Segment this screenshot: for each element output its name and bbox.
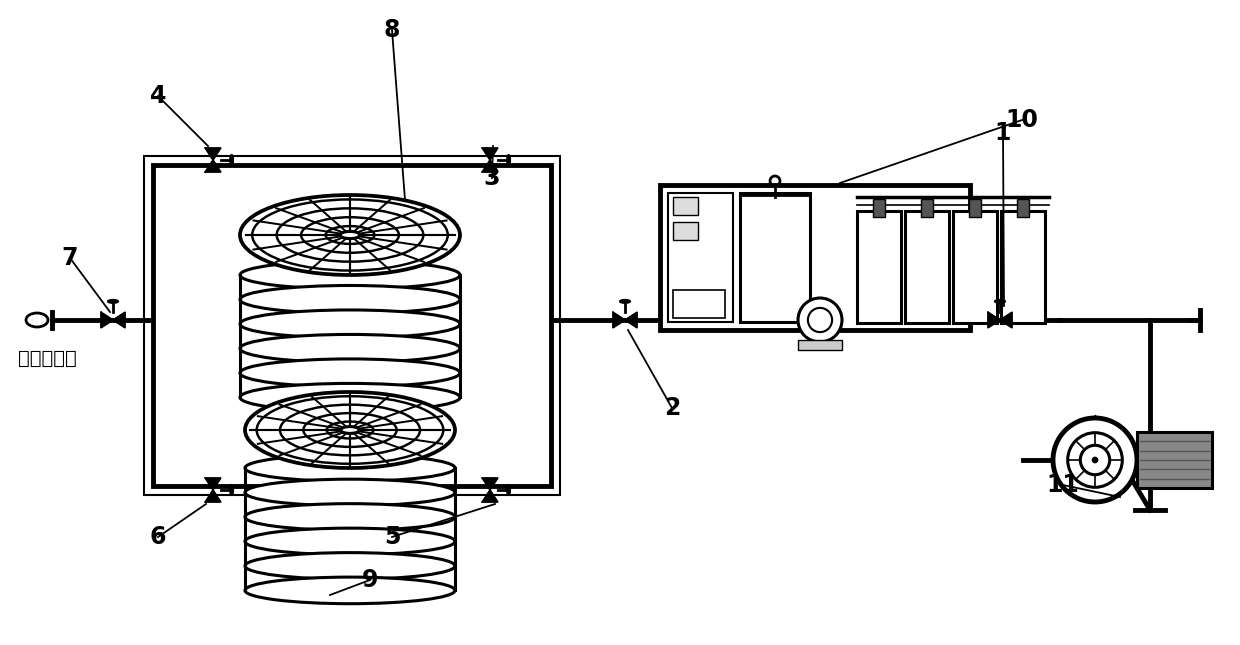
Ellipse shape: [246, 455, 455, 481]
Text: 8: 8: [383, 18, 401, 42]
Bar: [1017, 199, 1029, 217]
Text: 9: 9: [362, 568, 378, 592]
Polygon shape: [482, 148, 497, 160]
Ellipse shape: [340, 232, 360, 239]
Ellipse shape: [241, 261, 460, 289]
Text: 7: 7: [62, 246, 78, 270]
Bar: [799, 340, 842, 350]
Polygon shape: [205, 478, 221, 490]
Bar: [873, 199, 885, 217]
Text: 3: 3: [484, 166, 500, 190]
Bar: [1137, 432, 1211, 488]
Bar: [921, 199, 932, 217]
Polygon shape: [482, 490, 497, 502]
Polygon shape: [205, 160, 221, 172]
Polygon shape: [613, 312, 625, 328]
Text: 5: 5: [383, 525, 401, 549]
Polygon shape: [625, 312, 637, 328]
Ellipse shape: [241, 383, 460, 412]
Ellipse shape: [246, 504, 455, 530]
Ellipse shape: [246, 553, 455, 579]
Polygon shape: [482, 478, 497, 490]
Bar: [1001, 211, 1045, 323]
Bar: [660, 185, 970, 330]
Ellipse shape: [26, 313, 48, 327]
Ellipse shape: [246, 528, 455, 555]
Bar: [740, 193, 810, 322]
Circle shape: [799, 298, 842, 342]
Ellipse shape: [246, 577, 455, 604]
Bar: [668, 193, 733, 322]
Bar: [857, 211, 901, 323]
Bar: [673, 197, 698, 215]
Ellipse shape: [994, 299, 1006, 303]
Bar: [954, 211, 997, 323]
Polygon shape: [205, 490, 221, 502]
Text: 压裂液出口: 压裂液出口: [19, 348, 77, 368]
Ellipse shape: [341, 426, 360, 433]
Bar: [673, 222, 698, 240]
Ellipse shape: [507, 155, 511, 165]
Ellipse shape: [507, 484, 511, 495]
Bar: [153, 164, 551, 486]
Bar: [144, 155, 559, 495]
Polygon shape: [999, 312, 1012, 328]
Bar: [905, 211, 949, 323]
Ellipse shape: [246, 479, 455, 506]
Ellipse shape: [108, 299, 118, 303]
Ellipse shape: [241, 335, 460, 362]
Bar: [968, 199, 981, 217]
Text: 10: 10: [1006, 108, 1038, 132]
Text: 2: 2: [663, 396, 681, 420]
Text: 6: 6: [150, 525, 166, 549]
Ellipse shape: [241, 359, 460, 387]
Text: 1: 1: [994, 121, 1011, 145]
Ellipse shape: [229, 484, 233, 495]
Circle shape: [1053, 418, 1137, 502]
Ellipse shape: [246, 392, 455, 468]
Bar: [673, 290, 725, 318]
Text: 11: 11: [1047, 473, 1079, 497]
Polygon shape: [113, 312, 125, 328]
Circle shape: [1091, 457, 1099, 463]
Ellipse shape: [241, 195, 460, 275]
Ellipse shape: [229, 155, 233, 165]
Polygon shape: [205, 148, 221, 160]
Ellipse shape: [241, 286, 460, 313]
Text: 4: 4: [150, 84, 166, 108]
Polygon shape: [988, 312, 999, 328]
Polygon shape: [100, 312, 113, 328]
Ellipse shape: [620, 299, 630, 303]
Ellipse shape: [241, 310, 460, 338]
Polygon shape: [482, 160, 497, 172]
